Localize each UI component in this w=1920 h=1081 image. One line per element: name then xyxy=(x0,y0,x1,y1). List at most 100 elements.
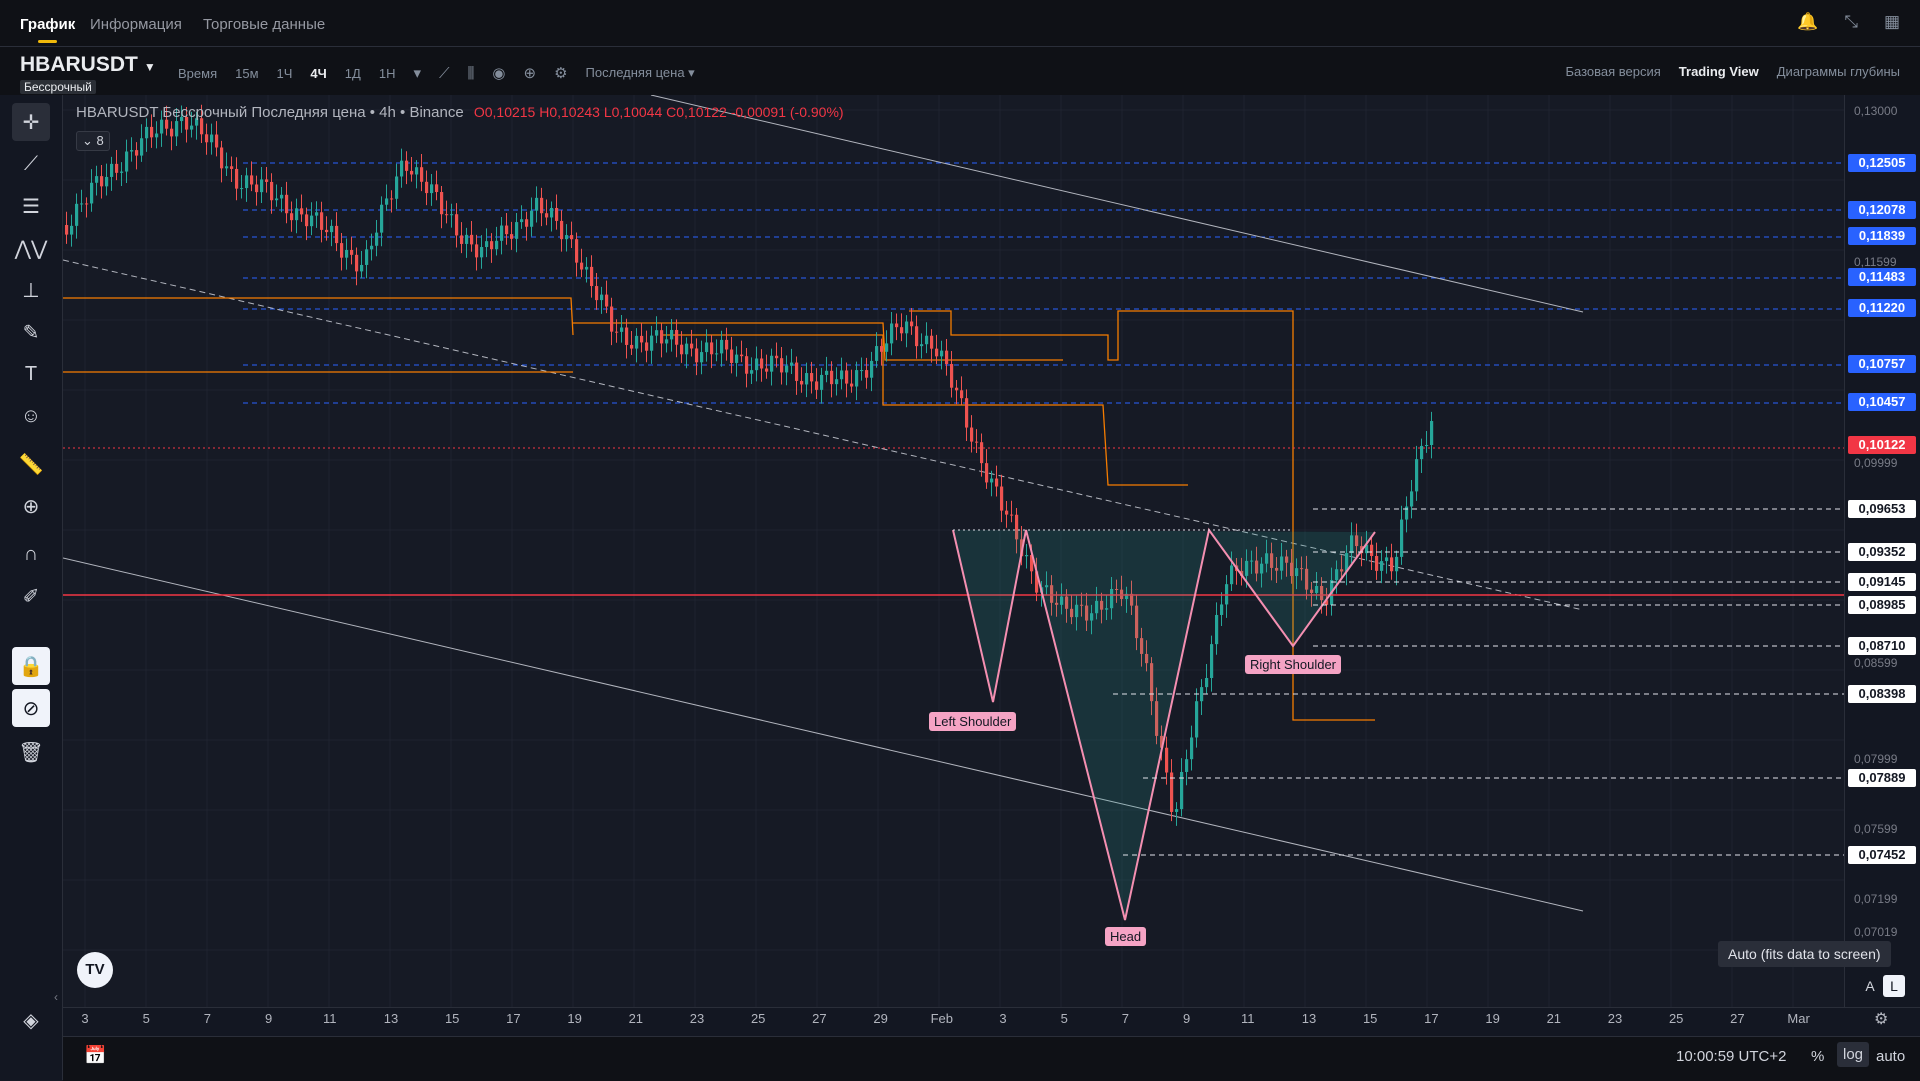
symbol-selector[interactable]: HBARUSDT ▼ xyxy=(20,53,156,77)
candle-body xyxy=(160,119,164,134)
text-icon[interactable]: T xyxy=(24,362,38,385)
candle-body xyxy=(1155,701,1159,736)
top-bar: График Информация Торговые данные 🔔 ⤡ ▦ xyxy=(0,0,1920,47)
candle-body xyxy=(505,225,509,235)
tab-info[interactable]: Информация xyxy=(90,16,182,33)
candle-body xyxy=(540,197,544,214)
magnet-icon[interactable]: ∩ xyxy=(23,542,39,565)
candle-body xyxy=(1250,560,1254,562)
lock-scale-button[interactable]: L xyxy=(1883,975,1905,997)
candle-body xyxy=(700,352,704,363)
candle-body xyxy=(740,354,744,357)
interval-15m[interactable]: 15м xyxy=(235,65,259,81)
view-basic[interactable]: Базовая версия xyxy=(1565,64,1661,79)
grid-layout-icon[interactable]: ▦ xyxy=(1883,12,1900,31)
pencil-lock-icon[interactable]: ✐ xyxy=(22,585,40,608)
date-label: 13 xyxy=(383,1011,399,1026)
measure-icon[interactable]: ⊥ xyxy=(22,279,40,302)
emoji-icon[interactable]: ☺ xyxy=(20,404,42,427)
collapse-icon[interactable]: ⤡ xyxy=(1844,12,1858,31)
contract-type-badge: Бессрочный xyxy=(20,80,96,94)
candle-body xyxy=(470,234,474,245)
chart-type-icon[interactable]: ⫼ xyxy=(467,64,475,82)
camera-icon[interactable]: ◉ xyxy=(492,65,506,82)
price-chart[interactable] xyxy=(63,95,1844,1007)
candle-body xyxy=(1405,506,1409,520)
auto-scale-button[interactable]: A xyxy=(1859,975,1881,997)
candle-body xyxy=(1000,486,1004,511)
candle-body xyxy=(820,374,824,390)
candle-body xyxy=(530,210,534,227)
interval-1d[interactable]: 1Д xyxy=(344,65,361,81)
percent-scale-button[interactable]: % xyxy=(1811,1048,1825,1065)
candle-body xyxy=(80,203,84,205)
candle-body xyxy=(1305,568,1309,590)
interval-1w[interactable]: 1Н xyxy=(378,65,396,81)
candle-body xyxy=(375,232,379,246)
candle-body xyxy=(490,241,494,250)
candle-body xyxy=(315,212,319,216)
layers-icon[interactable]: ◈ xyxy=(23,1009,39,1032)
price-label: 0,10457 xyxy=(1848,393,1916,411)
price-type-select[interactable]: Последняя цена ▾ xyxy=(585,65,695,80)
crosshair-icon[interactable]: ✛ xyxy=(12,103,50,141)
date-label: Mar xyxy=(1787,1011,1810,1026)
price-type-label: Последняя цена xyxy=(585,65,685,80)
add-icon[interactable]: ⊕ xyxy=(523,65,537,82)
indicators-icon[interactable]: ⟋ xyxy=(439,64,450,82)
time-axis[interactable] xyxy=(63,1007,1920,1036)
candle-body xyxy=(1245,560,1249,576)
ruler-icon[interactable]: 📏 xyxy=(18,453,44,476)
candle-body xyxy=(980,442,984,464)
tab-trading-data[interactable]: Торговые данные xyxy=(203,16,326,33)
candle-body xyxy=(775,355,779,359)
price-tick: 0,08599 xyxy=(1854,656,1898,670)
interval-time[interactable]: Время xyxy=(178,65,218,81)
clock: 10:00:59 UTC+2 xyxy=(1676,1048,1787,1065)
trash-icon[interactable]: 🗑 xyxy=(18,741,44,764)
candle-body xyxy=(830,370,834,385)
price-label: 0,11483 xyxy=(1848,268,1916,286)
interval-dropdown-icon[interactable]: ▾ xyxy=(413,65,421,82)
tradingview-logo[interactable]: TV xyxy=(77,952,113,988)
trend-line-icon[interactable]: ⟋ xyxy=(24,152,38,175)
candle-body xyxy=(695,348,699,363)
date-label: 21 xyxy=(1546,1011,1562,1026)
tab-chart[interactable]: График xyxy=(20,16,76,43)
date-label: 7 xyxy=(203,1011,212,1026)
candle-body xyxy=(910,321,914,327)
pattern-icon[interactable]: ⋀⋁ xyxy=(14,237,48,260)
auto-scale-text-button[interactable]: auto xyxy=(1876,1048,1906,1065)
hide-drawings-icon[interactable]: ⊘ xyxy=(12,689,50,727)
date-label: 27 xyxy=(812,1011,827,1026)
log-scale-button[interactable]: log xyxy=(1837,1042,1870,1067)
view-depth[interactable]: Диаграммы глубины xyxy=(1776,64,1900,79)
calendar-icon[interactable]: 📅 xyxy=(84,1045,107,1065)
brush-icon[interactable]: ✎ xyxy=(22,321,40,344)
horizontal-lines-icon[interactable]: ☰ xyxy=(22,195,40,218)
indicator-count-toggle[interactable]: ⌄ 8 xyxy=(76,131,110,151)
interval-1h[interactable]: 1Ч xyxy=(276,65,293,81)
candle-body xyxy=(555,207,559,221)
candle-body xyxy=(205,134,209,143)
zoom-in-icon[interactable]: ⊕ xyxy=(22,495,40,518)
candle-body xyxy=(1395,556,1399,572)
settings-icon[interactable]: ⚙ xyxy=(554,65,568,82)
bell-icon[interactable]: 🔔 xyxy=(1797,12,1819,31)
candle-body xyxy=(355,254,359,272)
candle-body xyxy=(995,478,999,487)
candle-body xyxy=(395,176,399,199)
interval-4h[interactable]: 4Ч xyxy=(310,65,327,81)
candle-body xyxy=(715,353,719,355)
candle-body xyxy=(1320,585,1324,601)
candle-body xyxy=(110,163,114,177)
collapse-toolbar-icon[interactable]: ‹ xyxy=(54,990,58,1004)
left-shoulder-label: Left Shoulder xyxy=(929,712,1017,731)
lock-icon[interactable]: 🔒 xyxy=(12,647,50,685)
candle-body xyxy=(135,150,139,156)
candle-body xyxy=(1215,614,1219,645)
view-tradingview[interactable]: Trading View xyxy=(1678,64,1759,79)
candle-body xyxy=(485,241,489,248)
axis-settings-icon[interactable]: ⚙ xyxy=(1874,1011,1889,1028)
candle-body xyxy=(1170,772,1174,812)
